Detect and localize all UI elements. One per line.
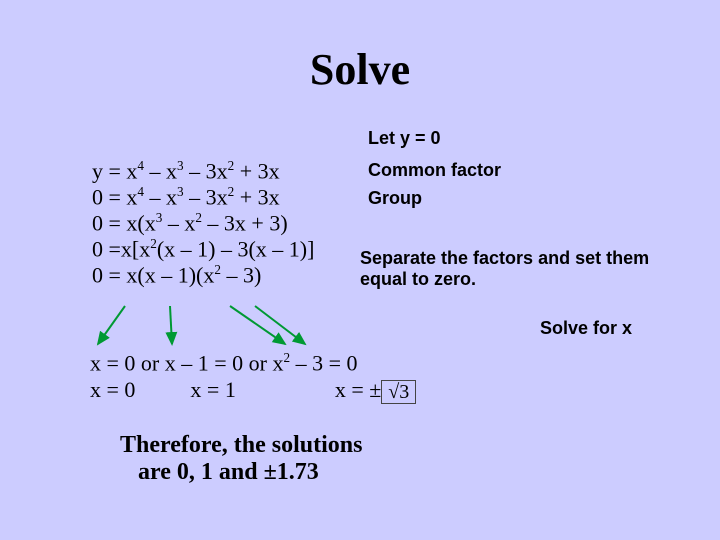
equation-3: 0 = x(x3 – x2 – 3x + 3)	[92, 210, 288, 236]
solution-line-1: x = 0 or x – 1 = 0 or x2 – 3 = 0	[90, 350, 357, 376]
eq1-b: – x	[144, 158, 177, 183]
hint-solve-for-x: Solve for x	[540, 318, 632, 339]
hint-group: Group	[368, 188, 422, 209]
equation-2: 0 = x4 – x3 – 3x2 + 3x	[92, 184, 280, 210]
slide: { "background_color": "#ccccff", "title"…	[0, 0, 720, 540]
eq5-a: 0 = x(x – 1)(x	[92, 262, 214, 287]
eq2-d: + 3x	[234, 184, 279, 209]
eq4-a: 0 =x[x	[92, 236, 150, 261]
equation-1: y = x4 – x3 – 3x2 + 3x	[92, 158, 280, 184]
eq1-d: + 3x	[234, 158, 279, 183]
equation-4: 0 =x[x2(x – 1) – 3(x – 1)]	[92, 236, 314, 262]
eq1-a: y = x	[92, 158, 137, 183]
sol1-a: x = 0 or x – 1 = 0 or x	[90, 350, 283, 375]
eq3-a: 0 = x(x	[92, 210, 156, 235]
eq3-c: – 3x + 3)	[202, 210, 288, 235]
conclusion-line-2: are 0, 1 and ±1.73	[120, 459, 362, 486]
eq2-b: – x	[144, 184, 177, 209]
slide-title: Solve	[0, 0, 720, 95]
eq5-b: – 3)	[221, 262, 261, 287]
conclusion: Therefore, the solutions are 0, 1 and ±1…	[120, 432, 362, 486]
eq2-c: – 3x	[184, 184, 228, 209]
sol2-a: x = 0 x = 1 x = ±	[90, 377, 381, 402]
sol1-b: – 3 = 0	[290, 350, 357, 375]
eq2-a: 0 = x	[92, 184, 137, 209]
equation-5: 0 = x(x – 1)(x2 – 3)	[92, 262, 261, 288]
hint-common-factor: Common factor	[368, 160, 501, 181]
eq1-c: – 3x	[184, 158, 228, 183]
hint-let-y-zero: Let y = 0	[368, 128, 441, 149]
hint-separate-factors: Separate the factors and set them equal …	[360, 248, 690, 290]
eq3-b: – x	[162, 210, 195, 235]
eq4-b: (x – 1) – 3(x – 1)]	[157, 236, 315, 261]
solution-line-2: x = 0 x = 1 x = ±√3	[90, 377, 416, 404]
sqrt3-box: √3	[381, 380, 416, 404]
conclusion-line-1: Therefore, the solutions	[120, 432, 362, 459]
